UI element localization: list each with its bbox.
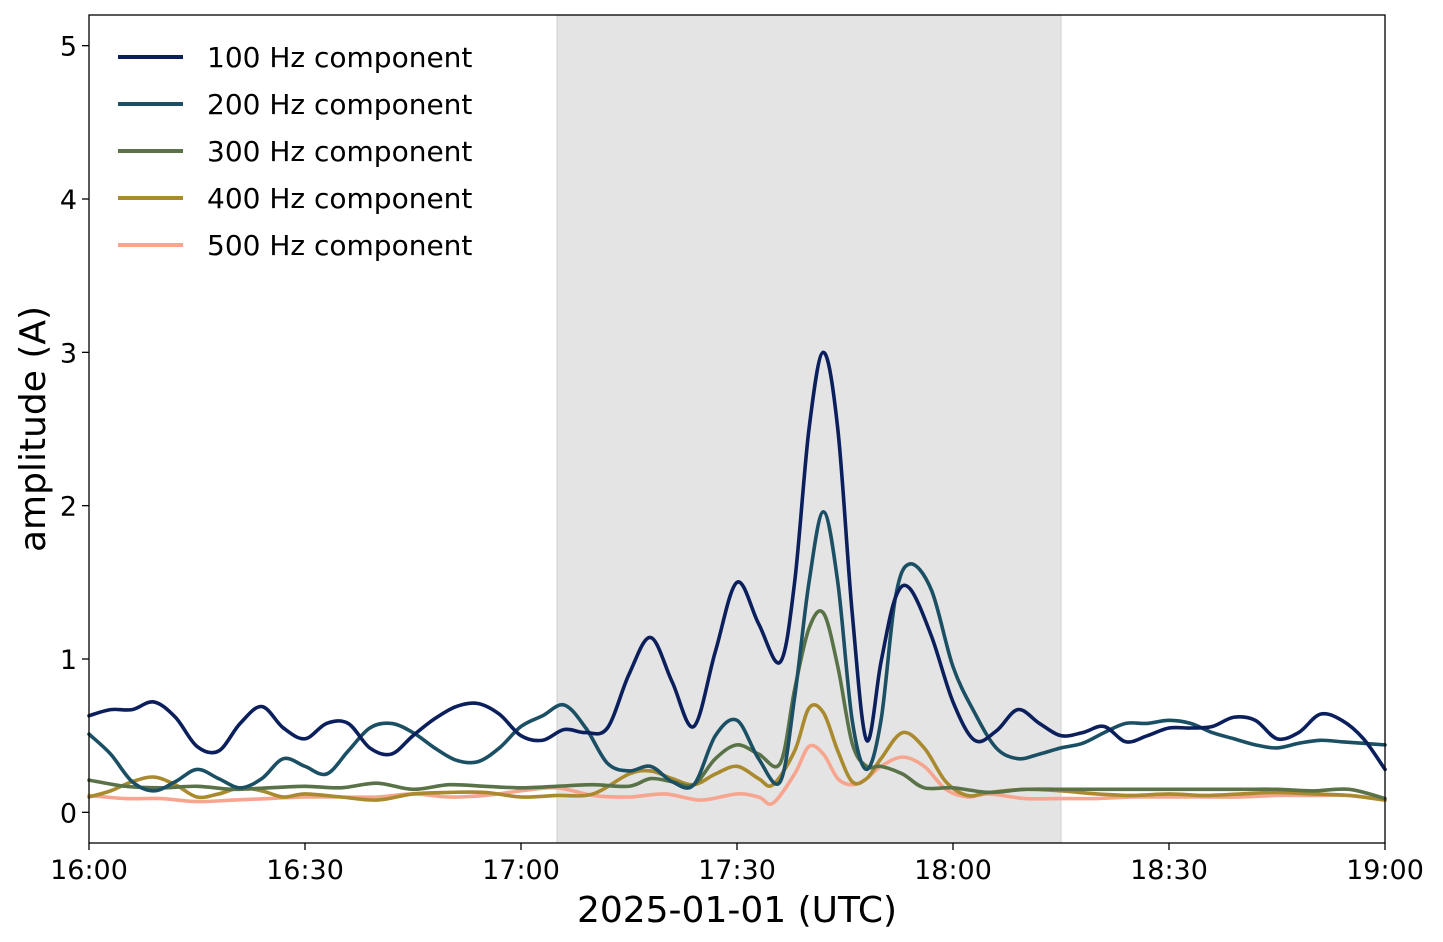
x-tick-label: 19:00 [1346,855,1424,886]
legend-label: 200 Hz component [207,88,472,121]
y-tick-label: 2 [60,492,77,523]
y-tick-label: 3 [60,338,77,369]
series-line-2 [87,510,1387,793]
y-axis-title: amplitude (A) [13,306,54,552]
x-tick-label: 17:00 [482,855,560,886]
y-tick-label: 1 [60,645,77,676]
x-tick-label: 18:00 [914,855,992,886]
x-axis-title: 2025-01-01 (UTC) [577,890,897,931]
legend-label: 100 Hz component [207,41,472,74]
y-tick-label: 4 [60,185,77,216]
x-tick-label: 16:30 [266,855,344,886]
x-tick-label: 18:30 [1130,855,1208,886]
series-line-4 [87,703,1387,802]
legend-label: 400 Hz component [207,182,472,215]
series-line-1 [87,350,1387,772]
y-axis-ticks: 0 1 2 3 4 5 [60,32,89,829]
x-tick-label: 17:30 [698,855,776,886]
x-axis-ticks: 16:00 16:30 17:00 17:30 18:00 18:30 19:00 [50,843,1424,886]
series-layer [87,350,1387,806]
y-tick-label: 0 [60,798,77,829]
legend-label: 300 Hz component [207,135,472,168]
legend-label: 500 Hz component [207,229,472,262]
legend: 100 Hz component 200 Hz component 300 Hz c… [118,41,472,262]
series-line-3 [87,609,1387,801]
x-tick-label: 16:00 [50,855,128,886]
y-tick-label: 5 [60,32,77,63]
